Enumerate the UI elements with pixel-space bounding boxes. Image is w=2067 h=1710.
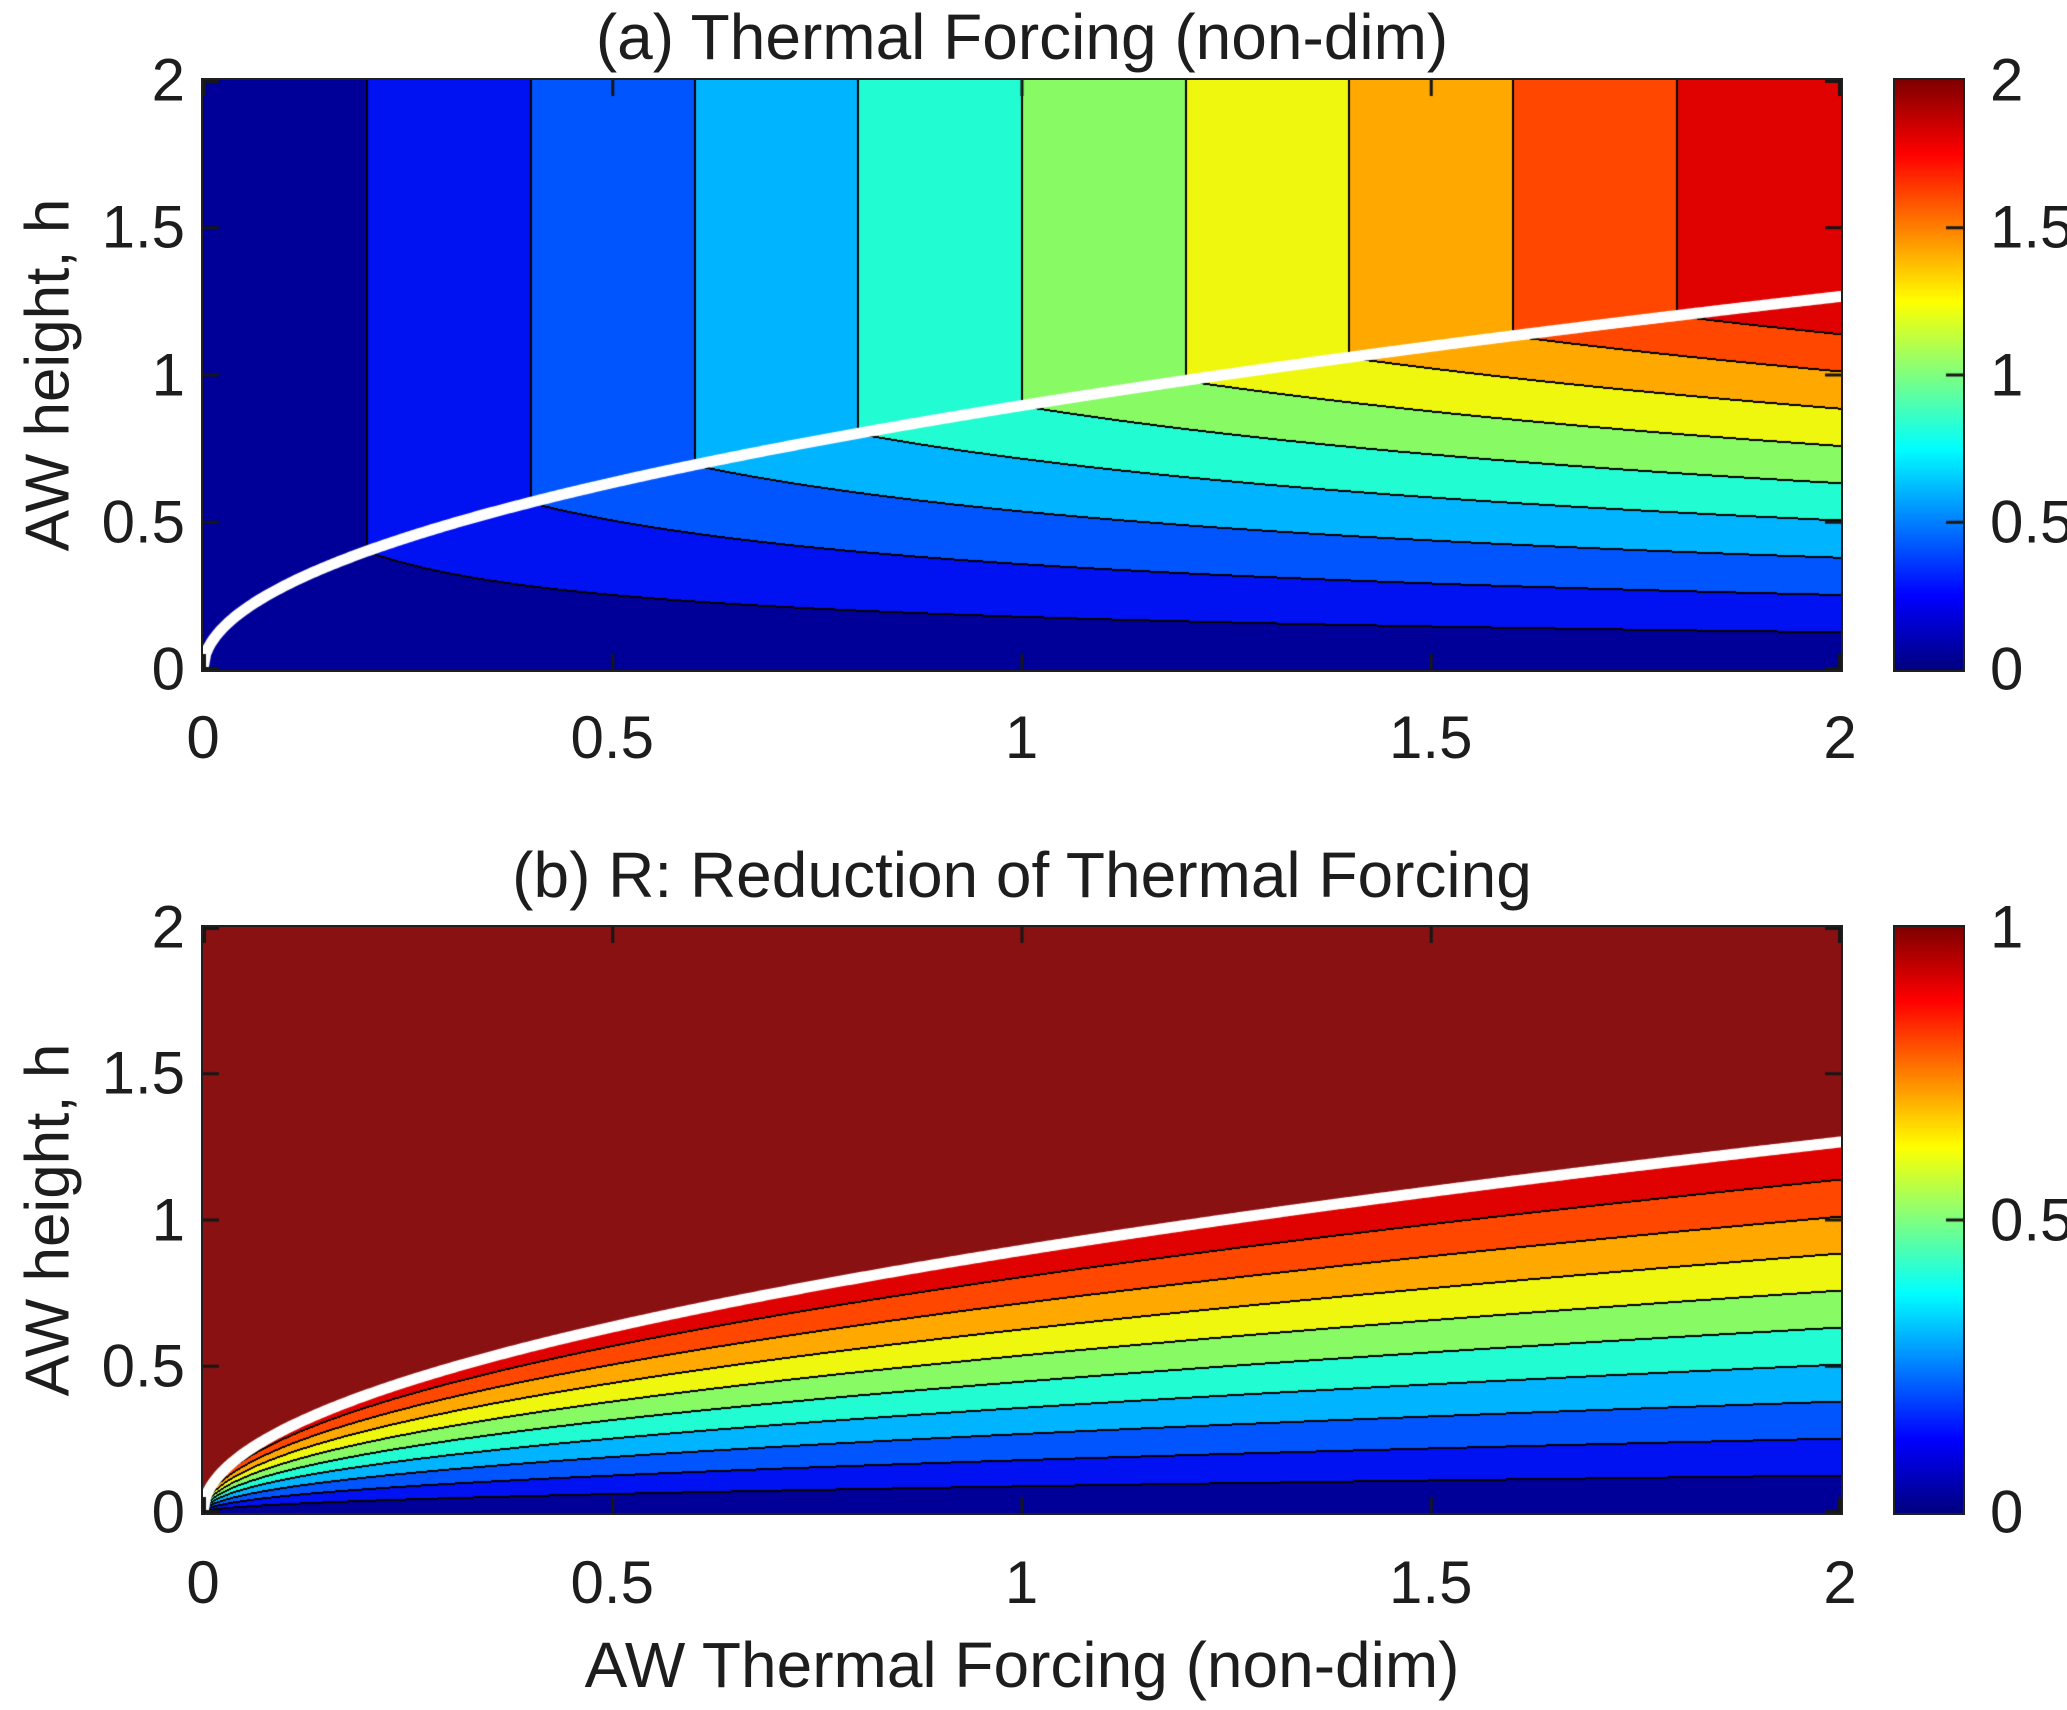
panel-b-x-tick-label: 0 [186,1549,220,1616]
panel-a-x-tick-label: 2 [1823,704,1857,771]
panel-b-y-tick-label: 1 [151,1186,185,1253]
panel-a-colorbar-tick-label: 0.5 [1990,488,2067,556]
panel-a-colorbar-tick-label: 2 [1990,46,2024,114]
panel-b-x-tick-label: 0.5 [570,1549,654,1616]
panel-a-title: (a) Thermal Forcing (non-dim) [595,1,1449,73]
panel-b-title: (b) R: Reduction of Thermal Forcing [512,839,1532,911]
panel-b-y-tick-label: 1.5 [101,1039,185,1107]
panel-a-x-tick-label: 0.5 [570,704,654,771]
panel-a-y-tick-label: 0 [151,635,185,703]
panel-b-y-tick-label: 0 [151,1478,185,1546]
panel-a-colorbar-tick-label: 0 [1990,635,2024,703]
panel-a-colorbar-canvas [1895,80,1963,670]
panel-a-colorbar [1893,78,1965,672]
panel-a-colorbar-tick-label: 1 [1990,341,2024,408]
panel-b-colorbar [1893,925,1965,1515]
panel-a-y-tick-label: 1 [151,341,185,408]
panel-b-x-tick-label: 1 [1004,1549,1039,1616]
panel-a-y-axis-label: AW height, h [13,198,83,552]
panel-b-y-axis-label: AW height, h [13,1043,83,1397]
panel-b-colorbar-tick-label: 0.5 [1990,1186,2067,1253]
panel-a-colorbar-tick-label: 1.5 [1990,193,2067,261]
panel-b-colorbar-tick-label: 1 [1990,893,2024,961]
panel-a-x-tick-label: 1 [1004,704,1039,771]
panel-b-x-tick-label: 2 [1823,1549,1857,1616]
panel-b-x-tick-label: 1.5 [1389,1549,1473,1616]
panel-a-y-tick-label: 1.5 [101,193,185,261]
panel-b-y-tick-label: 0.5 [101,1332,185,1400]
panel-b-y-tick-label: 2 [151,893,185,961]
panel-b-contour-canvas [203,927,1841,1513]
panel-a-y-tick-label: 2 [151,46,185,114]
x-axis-label: AW Thermal Forcing (non-dim) [584,1629,1460,1701]
panel-a-plot-area [201,78,1843,672]
panel-b-colorbar-canvas [1895,927,1963,1513]
panel-b-colorbar-tick-label: 0 [1990,1478,2024,1546]
panel-a-x-tick-label: 0 [186,704,220,771]
panel-a-contour-canvas [203,80,1841,670]
panel-a-y-tick-label: 0.5 [101,488,185,556]
panel-b-plot-area [201,925,1843,1515]
panel-a-x-tick-label: 1.5 [1389,704,1473,771]
